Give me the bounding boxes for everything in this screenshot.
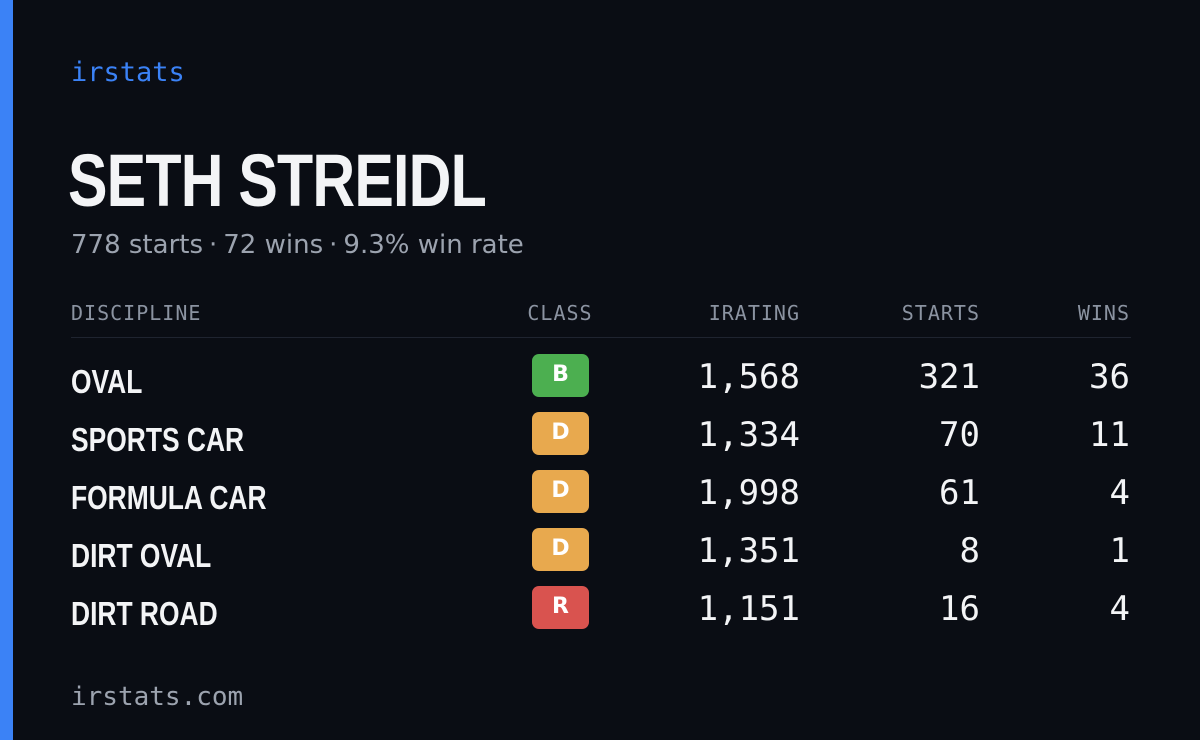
- summary-starts: 778 starts: [71, 230, 203, 260]
- header-irating: IRATING: [708, 301, 800, 325]
- class-badge: R: [532, 586, 589, 629]
- driver-summary: 778 starts · 72 wins · 9.3% win rate: [71, 229, 524, 261]
- accent-bar: [0, 0, 13, 740]
- class-badge: B: [532, 354, 589, 397]
- class-badge: D: [532, 470, 589, 513]
- footer-url: irstats.com: [71, 682, 244, 712]
- header-divider: [71, 337, 1131, 338]
- table-row: DIRT OVAL D 1,351 8 1: [0, 528, 1200, 586]
- wins-value: 1: [1109, 531, 1130, 571]
- starts-value: 321: [918, 357, 980, 397]
- discipline-name: OVAL: [71, 363, 143, 400]
- summary-separator: ·: [329, 230, 338, 260]
- table-row: DIRT ROAD R 1,151 16 4: [0, 586, 1200, 644]
- header-starts: STARTS: [901, 301, 980, 325]
- table-row: FORMULA CAR D 1,998 61 4: [0, 470, 1200, 528]
- irating-value: 1,351: [697, 531, 800, 571]
- discipline-name: SPORTS CAR: [71, 421, 245, 458]
- class-badge: D: [532, 528, 589, 571]
- wins-value: 4: [1109, 589, 1130, 629]
- summary-win-rate: 9.3% win rate: [343, 230, 524, 260]
- wins-value: 11: [1089, 415, 1130, 455]
- header-class: CLASS: [527, 301, 593, 325]
- wins-value: 36: [1089, 357, 1130, 397]
- summary-wins: 72 wins: [223, 230, 324, 260]
- starts-value: 8: [959, 531, 980, 571]
- starts-value: 70: [939, 415, 980, 455]
- summary-separator: ·: [209, 230, 218, 260]
- irating-value: 1,998: [697, 473, 800, 513]
- discipline-name: DIRT OVAL: [71, 537, 212, 574]
- class-badge: D: [532, 412, 589, 455]
- discipline-name: FORMULA CAR: [71, 479, 267, 516]
- driver-name: SETH STREIDL: [68, 139, 487, 222]
- header-wins: WINS: [1077, 301, 1130, 325]
- table-row: SPORTS CAR D 1,334 70 11: [0, 412, 1200, 470]
- starts-value: 61: [939, 473, 980, 513]
- header-discipline: DISCIPLINE: [71, 301, 202, 325]
- table-row: OVAL B 1,568 321 36: [0, 354, 1200, 412]
- brand-logo-text: irstats: [71, 57, 185, 88]
- discipline-name: DIRT ROAD: [71, 595, 218, 632]
- irating-value: 1,568: [697, 357, 800, 397]
- wins-value: 4: [1109, 473, 1130, 513]
- irating-value: 1,334: [697, 415, 800, 455]
- irating-value: 1,151: [697, 589, 800, 629]
- starts-value: 16: [939, 589, 980, 629]
